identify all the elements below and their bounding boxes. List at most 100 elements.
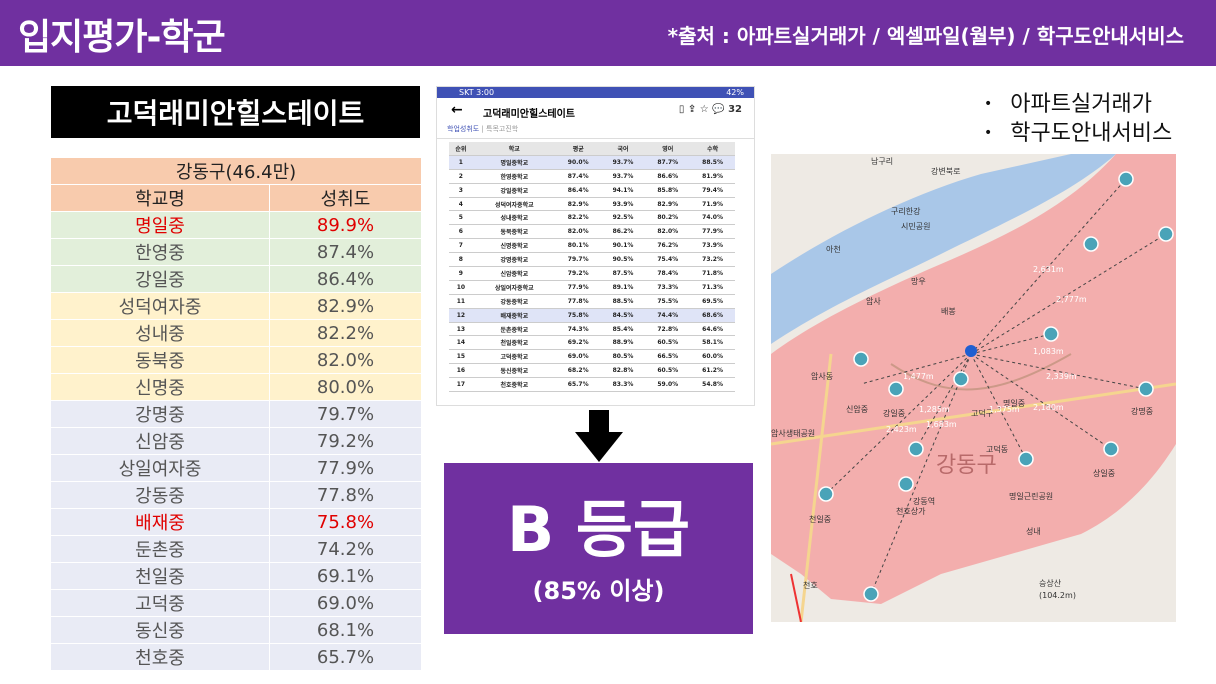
score-row: 명일중 89.9% xyxy=(50,211,423,239)
school-name-cell: 성내중 xyxy=(50,319,270,347)
gangdong-district xyxy=(771,154,1176,604)
phone-table-row: 7 신명중학교 80.1% 90.1% 76.2% 73.9% xyxy=(449,238,735,254)
tab-special-high[interactable]: 특목고진학 xyxy=(486,125,519,133)
phone-cell: 69.2% xyxy=(555,335,601,351)
map-label: 강변북로 xyxy=(931,166,960,176)
school-name-cell: 둔촌중 xyxy=(50,535,270,563)
phone-cell: 4 xyxy=(449,197,473,212)
side-road xyxy=(799,353,833,622)
phone-cell: 강동중학교 xyxy=(472,294,556,309)
phone-table-row: 3 강일중학교 86.4% 94.1% 85.8% 79.4% xyxy=(449,183,735,198)
phone-cell: 81.9% xyxy=(690,169,735,184)
map-label: 고덕구 xyxy=(971,408,993,418)
phone-cell: 87.4% xyxy=(555,169,601,184)
phone-cell: 58.1% xyxy=(690,335,735,351)
distance-label: 1,375m xyxy=(989,405,1020,414)
grade-sub: (85% 이상) xyxy=(532,577,665,605)
phone-header-cell: 학교 xyxy=(472,142,556,156)
map-label: 천호상가 xyxy=(896,506,926,516)
school-pin-icon[interactable] xyxy=(1103,441,1119,457)
distance-label: 1,477m xyxy=(903,372,934,381)
phone-header-cell: 영어 xyxy=(645,142,691,156)
phone-cell: 고덕중학교 xyxy=(472,349,556,365)
phone-header-cell: 수학 xyxy=(690,142,735,156)
phone-cell: 65.7% xyxy=(555,377,601,393)
tab-achievement[interactable]: 학업성취도 xyxy=(447,125,480,133)
phone-cell: 71.9% xyxy=(690,197,735,212)
phone-cell: 78.4% xyxy=(645,266,691,281)
score-row: 천일중 69.1% xyxy=(50,562,423,590)
phone-cell: 92.5% xyxy=(600,210,646,226)
phone-table-row: 11 강동중학교 77.8% 88.5% 75.5% 69.5% xyxy=(449,294,735,309)
phone-cell: 신암중학교 xyxy=(472,266,556,281)
phone-cell: 60.5% xyxy=(645,335,691,351)
score-cell: 77.8% xyxy=(268,481,423,509)
school-pin-icon[interactable] xyxy=(863,586,879,602)
school-pin-icon[interactable] xyxy=(953,371,969,387)
map-label: 남구리 xyxy=(871,157,893,166)
phone-cell: 명일중학교 xyxy=(472,155,556,170)
app-bar-icons[interactable]: ▯ ⇪ ☆ 💬 32 xyxy=(678,104,742,115)
map-label: 천일중 xyxy=(809,514,831,524)
map-label: 암사 xyxy=(866,296,881,306)
phone-cell: 9 xyxy=(449,266,473,281)
distance-label: 2,180m xyxy=(1033,403,1064,412)
phone-cell: 69.5% xyxy=(690,294,735,309)
school-pin-icon[interactable] xyxy=(888,381,904,397)
map-label: 시민공원 xyxy=(901,221,930,231)
phone-cell: 3 xyxy=(449,183,473,198)
phone-cell: 86.4% xyxy=(555,183,601,198)
score-row: 한영중 87.4% xyxy=(50,238,423,266)
school-pin-icon[interactable] xyxy=(1083,236,1099,252)
school-pin-icon[interactable] xyxy=(1018,451,1034,467)
phone-cell: 6 xyxy=(449,224,473,240)
school-pin-icon[interactable] xyxy=(1118,171,1134,187)
distance-label: 1,083m xyxy=(1033,347,1064,356)
distance-label: 2,423m xyxy=(886,425,917,434)
phone-cell: 15 xyxy=(449,349,473,365)
phone-cell: 89.1% xyxy=(600,280,646,295)
phone-cell: 성내중학교 xyxy=(472,210,556,226)
status-left: SKT 3:00 xyxy=(459,88,495,97)
map-label: 강동역 xyxy=(913,496,935,506)
phone-table-row: 9 신암중학교 79.2% 87.5% 78.4% 71.8% xyxy=(449,266,735,281)
score-cell: 82.0% xyxy=(268,346,423,374)
phone-cell: 10 xyxy=(449,280,473,295)
score-cell: 79.2% xyxy=(268,427,423,455)
school-name-cell: 성덕여자중 xyxy=(50,292,270,320)
school-pin-icon[interactable] xyxy=(908,441,924,457)
school-pin-icon[interactable] xyxy=(898,476,914,492)
phone-cell: 72.8% xyxy=(645,322,691,337)
phone-cell: 성덕여자중학교 xyxy=(472,197,556,212)
school-pin-icon[interactable] xyxy=(1138,381,1154,397)
score-cell: 89.9% xyxy=(268,211,423,239)
school-pin-icon[interactable] xyxy=(1043,326,1059,342)
phone-table-row: 1 명일중학교 90.0% 93.7% 87.7% 88.5% xyxy=(449,155,735,170)
phone-table-header: 순위 학교 평균 국어 영어 수학 xyxy=(449,142,735,156)
back-arrow-icon[interactable]: ← xyxy=(451,102,463,118)
phone-table-row: 15 고덕중학교 69.0% 80.5% 66.5% 60.0% xyxy=(449,349,735,365)
school-name-cell: 동신중 xyxy=(50,616,270,644)
score-cell: 69.0% xyxy=(268,589,423,617)
score-cell: 82.2% xyxy=(268,319,423,347)
score-row: 둔촌중 74.2% xyxy=(50,535,423,563)
phone-cell: 천일중학교 xyxy=(472,335,556,351)
col-score-header: 성취도 xyxy=(268,184,423,212)
map-label: 성내 xyxy=(1026,527,1041,536)
score-row: 천호중 65.7% xyxy=(50,643,423,671)
school-pin-icon[interactable] xyxy=(853,351,869,367)
phone-cell: 82.9% xyxy=(645,197,691,212)
phone-cell: 동북중학교 xyxy=(472,224,556,240)
school-pin-icon[interactable] xyxy=(818,486,834,502)
score-row: 강명중 79.7% xyxy=(50,400,423,428)
phone-cell: 13 xyxy=(449,322,473,337)
phone-cell: 74.0% xyxy=(690,210,735,226)
grade-label: B 등급 xyxy=(507,493,690,566)
phone-cell: 17 xyxy=(449,377,473,393)
school-pin-icon[interactable] xyxy=(1158,226,1174,242)
map-label: 상일중 xyxy=(1093,468,1115,478)
phone-cell: 상일여자중학교 xyxy=(472,280,556,295)
distance-label: 2,777m xyxy=(1056,295,1087,304)
